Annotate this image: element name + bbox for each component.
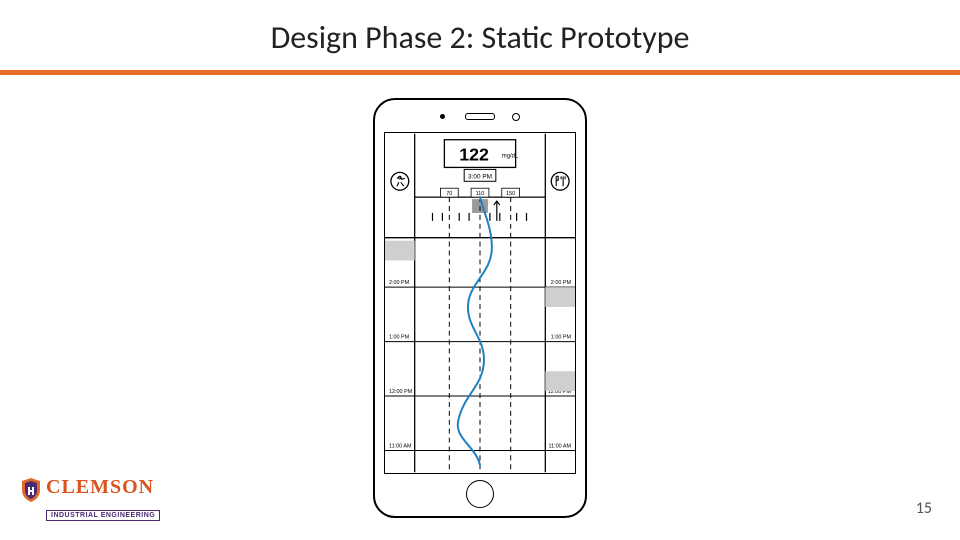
clemson-logo: CLEMSON INDUSTRIAL ENGINEERING	[20, 477, 160, 522]
logo-wordmark: CLEMSON	[46, 477, 154, 497]
utensils-icon	[551, 172, 569, 190]
phone-camera	[512, 113, 520, 121]
svg-text:1:00 PM: 1:00 PM	[551, 335, 572, 341]
phone-mockup: 122mg/dL3:00 PM701101502:00 PM2:00 PM1:0…	[373, 98, 587, 518]
svg-text:150: 150	[506, 191, 515, 197]
shield-icon	[20, 477, 42, 503]
svg-text:122: 122	[459, 145, 489, 165]
phone-screen: 122mg/dL3:00 PM701101502:00 PM2:00 PM1:0…	[384, 132, 576, 474]
phone-home-button[interactable]	[466, 480, 494, 508]
page-number: 15	[916, 499, 932, 518]
svg-text:2:00 PM: 2:00 PM	[389, 280, 410, 286]
phone-sensor-dot	[440, 114, 445, 119]
svg-text:70: 70	[446, 191, 452, 197]
svg-text:11:00 AM: 11:00 AM	[389, 443, 412, 449]
svg-text:mg/dL: mg/dL	[502, 154, 519, 160]
logo-subtext: INDUSTRIAL ENGINEERING	[46, 510, 160, 521]
svg-text:12:00 PM: 12:00 PM	[389, 389, 413, 395]
slide-title: Design Phase 2: Static Prototype	[0, 18, 960, 57]
svg-text:11:00 AM: 11:00 AM	[548, 443, 571, 449]
phone-speaker	[465, 113, 495, 120]
svg-text:2:00 PM: 2:00 PM	[551, 280, 572, 286]
svg-text:1:00 PM: 1:00 PM	[389, 335, 410, 341]
runner-icon	[391, 172, 409, 190]
accent-rule	[0, 70, 960, 75]
svg-text:3:00 PM: 3:00 PM	[468, 173, 492, 180]
